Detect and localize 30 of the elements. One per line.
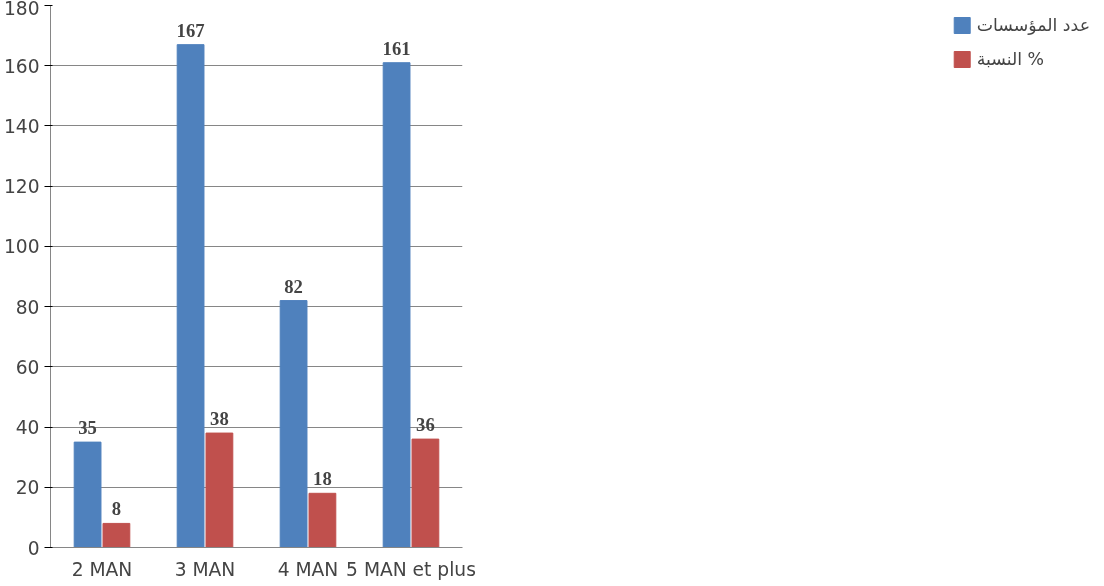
legend-label: عدد المؤسسات bbox=[976, 15, 1090, 35]
bar bbox=[308, 492, 337, 548]
bar bbox=[279, 300, 308, 548]
y-tick-label: 60 bbox=[15, 356, 40, 378]
y-tick-label: 180 bbox=[3, 0, 40, 19]
x-tick-label: 4 MAN bbox=[277, 558, 339, 580]
y-tick-label: 160 bbox=[3, 55, 40, 77]
data-label: 167 bbox=[176, 19, 205, 41]
y-tick-label: 40 bbox=[15, 417, 40, 439]
legend-label: النسبة % bbox=[976, 49, 1044, 69]
data-label: 38 bbox=[210, 408, 229, 430]
x-tick-label: 5 MAN et plus bbox=[346, 558, 476, 580]
data-label: 161 bbox=[382, 37, 411, 59]
data-label: 82 bbox=[284, 275, 303, 297]
y-tick-label: 100 bbox=[3, 236, 40, 258]
y-tick-label: 80 bbox=[15, 296, 40, 318]
y-tick-label: 140 bbox=[3, 115, 40, 137]
x-tick-label: 3 MAN bbox=[174, 558, 236, 580]
bar bbox=[102, 522, 131, 548]
y-tick-label: 20 bbox=[15, 477, 40, 499]
bar bbox=[73, 441, 102, 548]
data-label: 8 bbox=[111, 498, 122, 520]
bar bbox=[411, 438, 440, 548]
y-tick-label: 120 bbox=[3, 176, 40, 198]
y-tick-label: 0 bbox=[27, 537, 40, 559]
bar bbox=[382, 62, 411, 548]
x-tick-label: 2 MAN bbox=[71, 558, 133, 580]
bar bbox=[176, 44, 205, 548]
bar bbox=[205, 432, 234, 548]
data-label: 18 bbox=[313, 468, 332, 490]
